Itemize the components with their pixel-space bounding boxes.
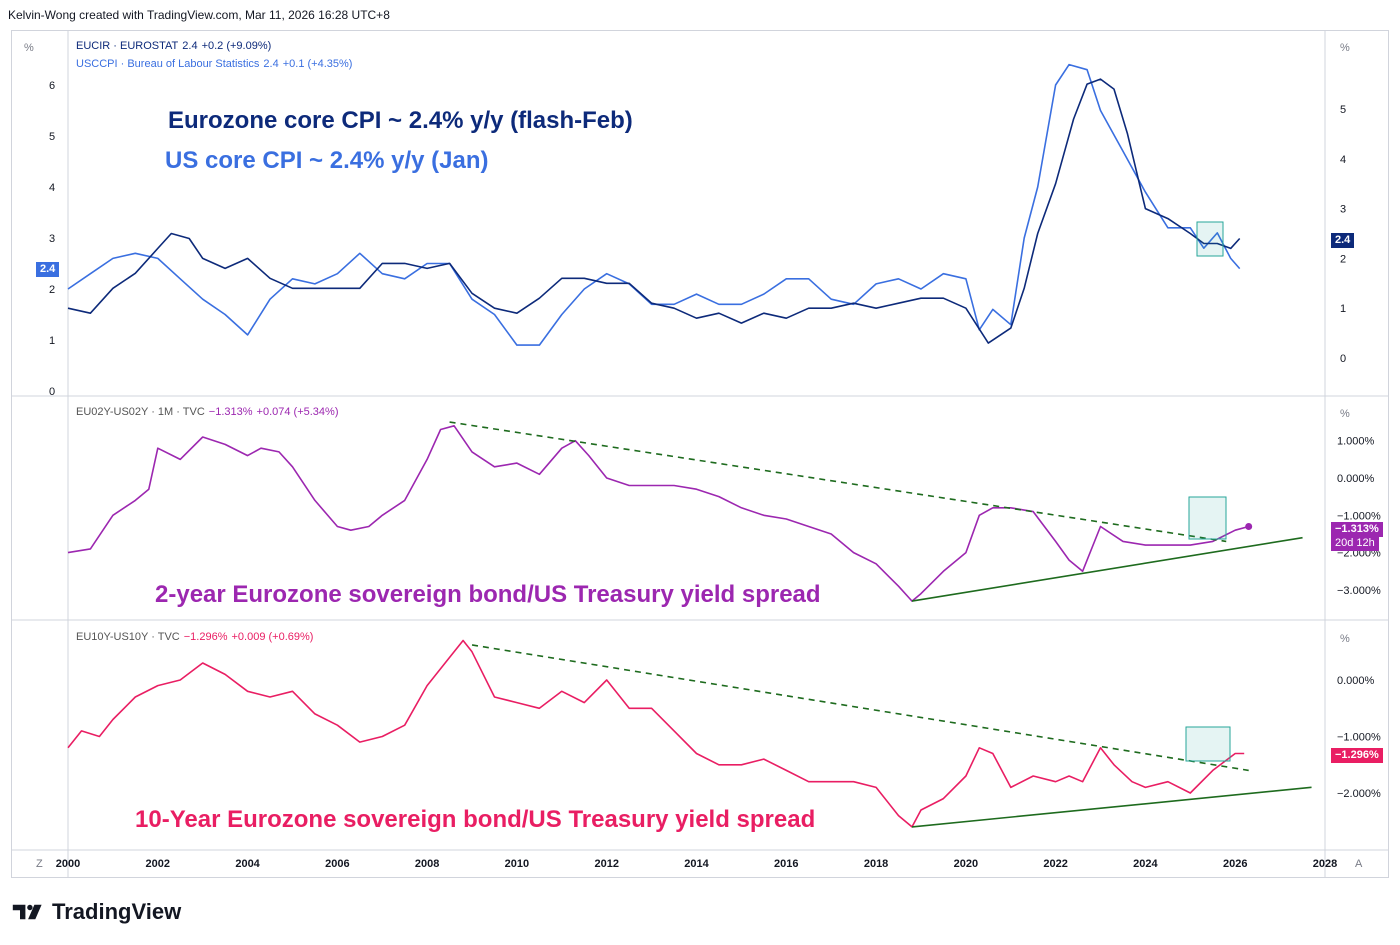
y-tick-2y: −3.000%	[1337, 585, 1381, 597]
countdown-tag-2y: 20d 12h	[1331, 536, 1379, 551]
trendline-resistance-2y	[449, 421, 1227, 543]
last-value-tag-usccpi: 2.4	[36, 262, 60, 277]
x-tick-year: 2016	[774, 858, 798, 870]
annotation-eu-cpi: Eurozone core CPI ~ 2.4% y/y (flash-Feb)	[168, 107, 633, 134]
trendline-resistance-10y	[471, 644, 1249, 772]
timezone-toggle-button[interactable]: Z	[36, 858, 43, 870]
y-tick-right-cpi: 4	[1340, 154, 1346, 166]
chart-frame	[11, 30, 1389, 878]
legend-eu02y-us02y[interactable]: EU02Y-US02Y · 1M · TVC −1.313% +0.074 (+5.…	[76, 406, 339, 418]
x-tick-year: 2000	[56, 858, 80, 870]
x-tick-year: 2002	[146, 858, 170, 870]
y-tick-10y: −1.000%	[1337, 732, 1381, 744]
x-tick-year: 2024	[1133, 858, 1158, 870]
y-tick-2y: 0.000%	[1337, 473, 1375, 485]
legend-eucir[interactable]: EUCIR · EUROSTAT 2.4 +0.2 (+9.09%)	[76, 40, 272, 52]
last-point-2y	[1245, 522, 1253, 530]
trendline-support-10y	[911, 786, 1312, 828]
unit-label-right-10y: %	[1340, 633, 1350, 645]
y-tick-left-cpi: 1	[49, 335, 55, 347]
y-tick-right-cpi: 5	[1340, 104, 1346, 116]
annotation-2y-spread: 2-year Eurozone sovereign bond/US Treasu…	[155, 581, 821, 608]
legend-usccpi[interactable]: USCCPI · Bureau of Labour Statistics 2.4 +…	[76, 58, 353, 70]
y-tick-right-cpi: 0	[1340, 353, 1346, 365]
highlight-box-10y	[1185, 726, 1231, 762]
last-value-tag-2y: −1.313%	[1331, 522, 1383, 537]
tradingview-logo: TradingView	[12, 899, 181, 925]
x-tick-year: 2022	[1043, 858, 1067, 870]
x-tick-year: 2028	[1313, 858, 1337, 870]
tradingview-logo-icon	[12, 904, 42, 920]
series-line-10y-spread	[67, 639, 1245, 828]
y-tick-left-cpi: 2	[49, 284, 55, 296]
series-line-eucir	[67, 78, 1241, 344]
last-value-tag-eucir: 2.4	[1331, 233, 1355, 248]
y-tick-10y: −2.000%	[1337, 788, 1381, 800]
y-tick-left-cpi: 5	[49, 131, 55, 143]
highlight-box-cpi	[1196, 221, 1224, 257]
unit-label-right-cpi: %	[1340, 42, 1350, 54]
unit-label-left-cpi: %	[24, 42, 34, 54]
series-line-2y-spread	[67, 424, 1249, 602]
x-tick-year: 2004	[235, 858, 260, 870]
y-tick-left-cpi: 0	[49, 386, 55, 398]
last-value-tag-10y: −1.296%	[1331, 748, 1383, 763]
legend-eu10y-us10y[interactable]: EU10Y-US10Y · TVC −1.296% +0.009 (+0.69%)	[76, 631, 314, 643]
x-tick-year: 2014	[684, 858, 709, 870]
chart-byline: Kelvin-Wong created with TradingView.com…	[8, 8, 390, 22]
x-tick-year: 2008	[415, 858, 439, 870]
y-tick-left-cpi: 3	[49, 233, 55, 245]
x-tick-year: 2020	[954, 858, 978, 870]
y-tick-2y: −1.000%	[1337, 510, 1381, 522]
annotation-10y-spread: 10-Year Eurozone sovereign bond/US Treas…	[135, 806, 816, 833]
series-line-usccpi	[67, 63, 1241, 346]
x-tick-year: 2026	[1223, 858, 1247, 870]
highlight-box-2y	[1188, 496, 1227, 540]
y-tick-left-cpi: 6	[49, 80, 55, 92]
y-tick-2y: 1.000%	[1337, 436, 1375, 448]
x-tick-year: 2010	[505, 858, 529, 870]
x-tick-year: 2006	[325, 858, 349, 870]
x-tick-year: 2018	[864, 858, 888, 870]
y-tick-right-cpi: 2	[1340, 253, 1346, 265]
y-tick-right-cpi: 3	[1340, 204, 1346, 216]
auto-scale-button[interactable]: A	[1355, 858, 1363, 870]
unit-label-right-2y: %	[1340, 408, 1350, 420]
y-tick-10y: 0.000%	[1337, 675, 1375, 687]
annotation-us-cpi: US core CPI ~ 2.4% y/y (Jan)	[165, 147, 489, 174]
trendline-support-2y	[911, 536, 1303, 602]
y-tick-left-cpi: 4	[49, 182, 55, 194]
y-tick-right-cpi: 1	[1340, 303, 1346, 315]
x-tick-year: 2012	[594, 858, 618, 870]
